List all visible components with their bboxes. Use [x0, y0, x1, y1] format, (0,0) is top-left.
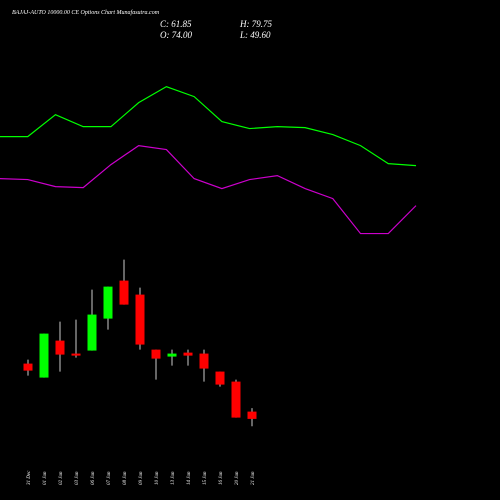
x-tick-label: 01 Jan [43, 471, 48, 485]
x-tick-label: 08 Jan [123, 471, 128, 485]
x-tick-label: 13 Jan [171, 471, 176, 485]
x-tick-label: 10 Jan [155, 471, 160, 485]
x-tick-label: 07 Jan [107, 471, 112, 485]
candle-body [167, 353, 177, 357]
x-tick-label: 31 Dec [27, 470, 32, 485]
candle-body [215, 371, 225, 385]
x-tick-label: 14 Jan [187, 471, 192, 485]
candle-body [39, 333, 49, 378]
candle-body [247, 411, 257, 419]
x-tick-label: 20 Jan [235, 471, 240, 485]
line-series [0, 85, 417, 167]
close-label: C: 61.85 [160, 19, 192, 29]
candle-body [87, 314, 97, 351]
candle-body [119, 280, 129, 305]
candle-body [135, 294, 145, 345]
candle-body [231, 381, 241, 418]
line-series [0, 144, 417, 235]
x-tick-label: 02 Jan [59, 471, 64, 485]
x-tick-label: 09 Jan [139, 471, 144, 485]
candle-body [55, 340, 65, 355]
chart-title: BAJAJ-AUTO 10000.00 CE Options Chart Mun… [12, 9, 160, 16]
candle-body [199, 353, 209, 369]
high-label: H: 79.75 [239, 19, 272, 29]
candle-body [71, 353, 81, 356]
open-label: O: 74.00 [160, 30, 192, 40]
candle-body [151, 349, 161, 359]
x-tick-label: 15 Jan [203, 471, 208, 485]
candle-body [23, 363, 33, 371]
x-tick-label: 06 Jan [91, 471, 96, 485]
candle-body [183, 352, 193, 356]
x-tick-label: 21 Jan [251, 471, 256, 485]
low-label: L: 49.60 [239, 30, 271, 40]
x-tick-label: 03 Jan [75, 471, 80, 485]
candle-body [103, 286, 113, 319]
x-tick-label: 16 Jan [219, 471, 224, 485]
